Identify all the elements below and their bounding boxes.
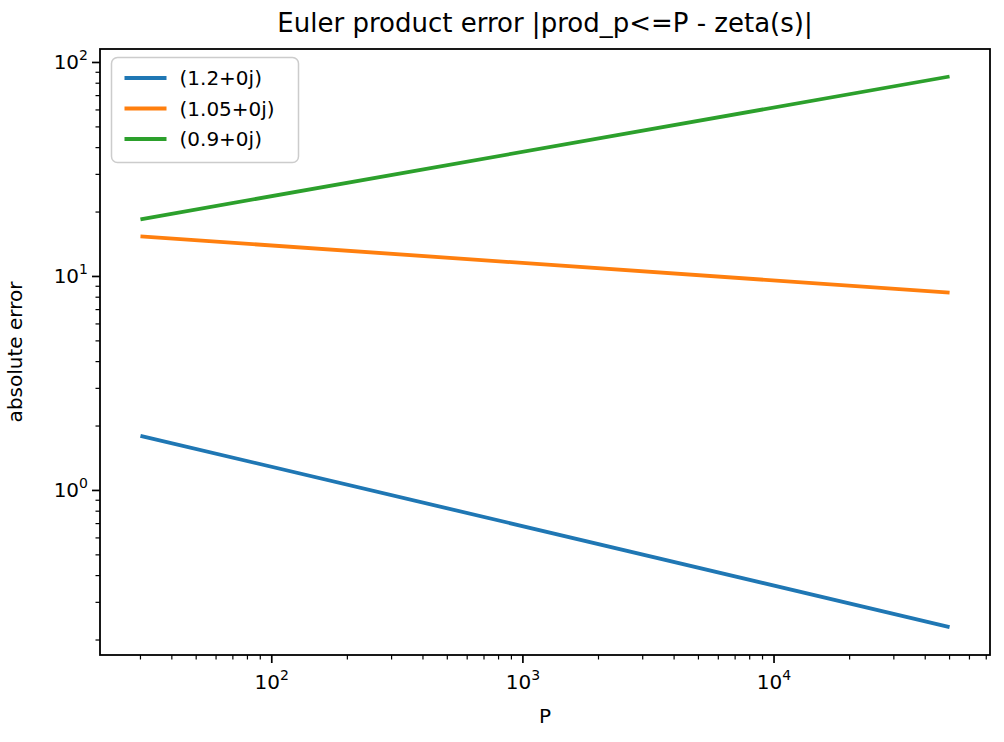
- y-axis-label: absolute error: [3, 281, 27, 423]
- legend-label-1: (1.05+0j): [180, 97, 275, 121]
- chart-canvas: 102103104100101102(1.2+0j)(1.05+0j)(0.9+…: [0, 0, 1004, 742]
- x-axis-label: P: [539, 704, 551, 728]
- chart-title: Euler product error |prod_p<=P - zeta(s)…: [277, 8, 812, 39]
- legend-label-2: (0.9+0j): [180, 127, 262, 151]
- chart-figure: 102103104100101102(1.2+0j)(1.05+0j)(0.9+…: [0, 0, 1004, 742]
- legend-label-0: (1.2+0j): [180, 66, 262, 90]
